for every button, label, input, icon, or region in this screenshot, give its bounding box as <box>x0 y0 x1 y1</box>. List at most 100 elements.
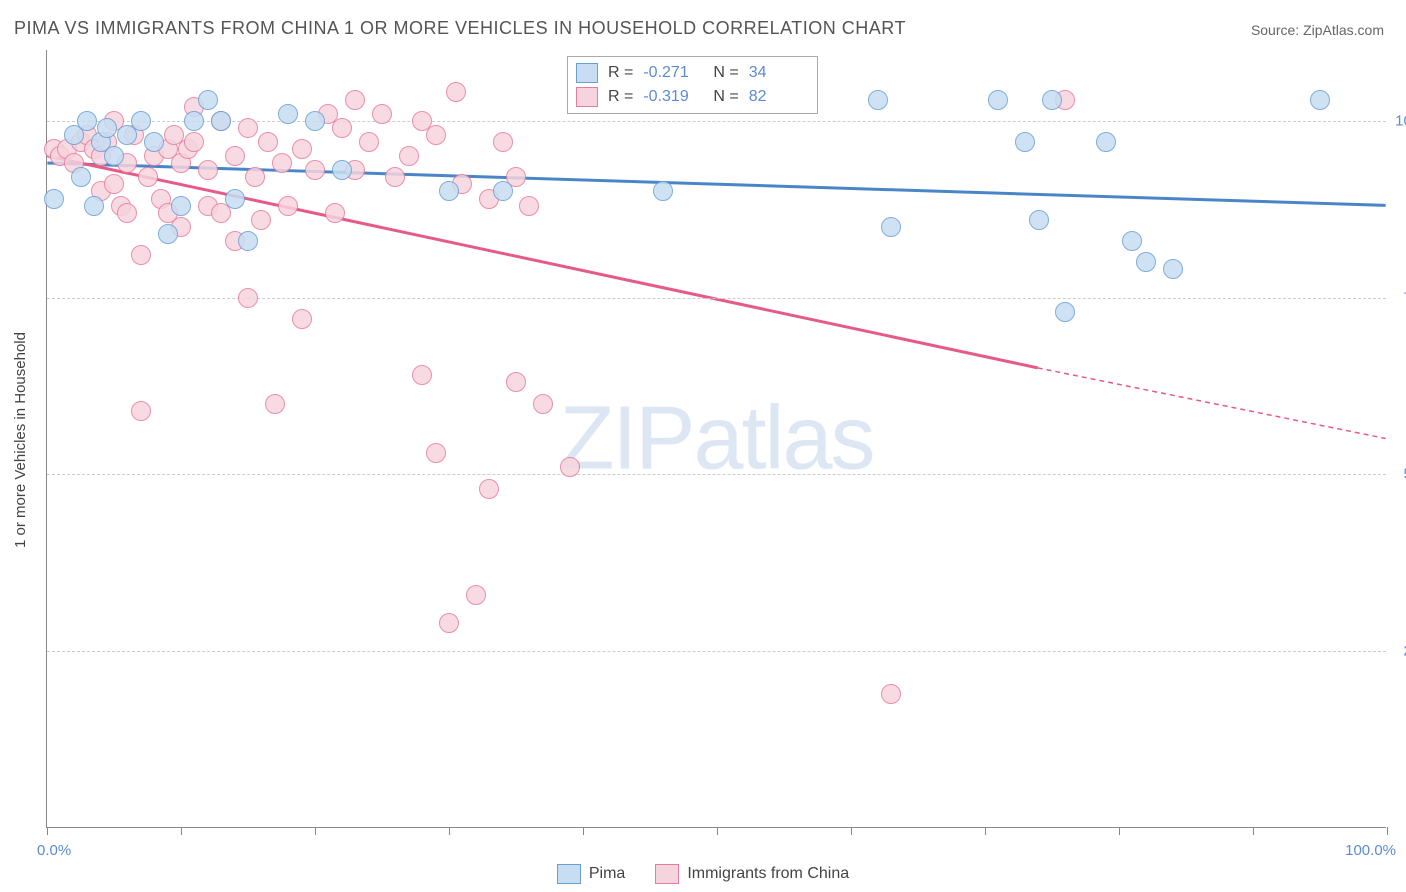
data-point <box>1042 90 1062 110</box>
stats-legend-box: R =-0.271N =34R =-0.319N =82 <box>567 56 818 114</box>
data-point <box>519 196 539 216</box>
data-point <box>84 196 104 216</box>
data-point <box>225 146 245 166</box>
stat-r-value: -0.319 <box>643 88 703 106</box>
data-point <box>71 167 91 187</box>
data-point <box>359 132 379 152</box>
legend-swatch <box>576 63 598 83</box>
x-tick <box>1253 827 1254 835</box>
data-point <box>158 224 178 244</box>
stat-r-label: R = <box>608 64 633 82</box>
data-point <box>868 90 888 110</box>
data-point <box>292 309 312 329</box>
data-point <box>412 365 432 385</box>
data-point <box>144 132 164 152</box>
data-point <box>1096 132 1116 152</box>
stat-n-label: N = <box>713 88 738 106</box>
data-point <box>104 174 124 194</box>
data-point <box>258 132 278 152</box>
legend-label: Pima <box>589 865 625 883</box>
x-tick <box>583 827 584 835</box>
stat-row: R =-0.319N =82 <box>576 85 809 109</box>
data-point <box>198 90 218 110</box>
plot-area: ZIPatlas R =-0.271N =34R =-0.319N =82 0.… <box>46 50 1386 828</box>
data-point <box>881 217 901 237</box>
data-point <box>245 167 265 187</box>
data-point <box>265 394 285 414</box>
data-point <box>238 118 258 138</box>
x-tick <box>47 827 48 835</box>
data-point <box>272 153 292 173</box>
x-tick <box>717 827 718 835</box>
data-point <box>238 288 258 308</box>
data-point <box>278 196 298 216</box>
legend-label: Immigrants from China <box>687 865 849 883</box>
x-tick <box>449 827 450 835</box>
data-point <box>131 401 151 421</box>
data-point <box>439 613 459 633</box>
stat-row: R =-0.271N =34 <box>576 61 809 85</box>
gridline-h <box>47 474 1386 475</box>
data-point <box>332 160 352 180</box>
legend-item: Pima <box>557 864 625 884</box>
x-tick <box>851 827 852 835</box>
data-point <box>184 132 204 152</box>
data-point <box>1136 252 1156 272</box>
data-point <box>1310 90 1330 110</box>
data-point <box>426 125 446 145</box>
legend-swatch <box>655 864 679 884</box>
data-point <box>97 118 117 138</box>
x-tick <box>181 827 182 835</box>
data-point <box>211 111 231 131</box>
data-point <box>278 104 298 124</box>
data-point <box>131 245 151 265</box>
data-point <box>251 210 271 230</box>
y-tick-label: 100.0% <box>1395 112 1406 129</box>
data-point <box>131 111 151 131</box>
data-point <box>533 394 553 414</box>
data-point <box>426 443 446 463</box>
x-axis-max-label: 100.0% <box>1345 842 1396 859</box>
data-point <box>399 146 419 166</box>
x-axis-min-label: 0.0% <box>37 842 71 859</box>
x-tick <box>315 827 316 835</box>
data-point <box>560 457 580 477</box>
data-point <box>77 111 97 131</box>
data-point <box>225 189 245 209</box>
x-tick <box>985 827 986 835</box>
x-tick <box>1387 827 1388 835</box>
data-point <box>466 585 486 605</box>
data-point <box>479 479 499 499</box>
data-point <box>238 231 258 251</box>
data-point <box>506 372 526 392</box>
data-point <box>138 167 158 187</box>
data-point <box>653 181 673 201</box>
data-point <box>325 203 345 223</box>
data-point <box>305 160 325 180</box>
data-point <box>292 139 312 159</box>
source-attribution: Source: ZipAtlas.com <box>1251 22 1384 38</box>
data-point <box>385 167 405 187</box>
data-point <box>1015 132 1035 152</box>
data-point <box>493 181 513 201</box>
stat-n-value: 34 <box>749 64 809 82</box>
data-point <box>1055 302 1075 322</box>
data-point <box>305 111 325 131</box>
y-axis-title: 1 or more Vehicles in Household <box>12 332 29 548</box>
legend-item: Immigrants from China <box>655 864 849 884</box>
data-point <box>446 82 466 102</box>
stat-n-label: N = <box>713 64 738 82</box>
data-point <box>104 146 124 166</box>
stat-n-value: 82 <box>749 88 809 106</box>
data-point <box>171 196 191 216</box>
data-point <box>1163 259 1183 279</box>
chart-title: PIMA VS IMMIGRANTS FROM CHINA 1 OR MORE … <box>14 18 906 39</box>
data-point <box>881 684 901 704</box>
data-point <box>1122 231 1142 251</box>
trend-lines-svg <box>47 50 1386 827</box>
data-point <box>44 189 64 209</box>
x-tick <box>1119 827 1120 835</box>
data-point <box>493 132 513 152</box>
data-point <box>372 104 392 124</box>
data-point <box>988 90 1008 110</box>
